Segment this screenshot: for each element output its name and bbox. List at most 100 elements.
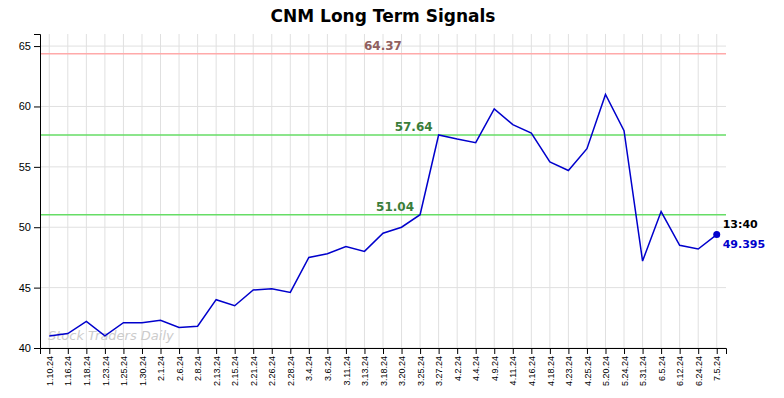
- x-tick-label: 3.27.24: [434, 356, 444, 386]
- x-tick-label: 2.1.24: [156, 356, 166, 381]
- x-tick-label: 2.6.24: [175, 356, 185, 381]
- x-tick-label: 3.25.24: [416, 356, 426, 386]
- reference-line: [40, 214, 726, 216]
- x-tick-mark: [420, 348, 421, 354]
- x-tick: 2.26.24: [267, 348, 277, 386]
- grid-line: [716, 34, 717, 348]
- x-tick-label: 1.30.24: [138, 356, 148, 386]
- x-tick-mark: [327, 348, 328, 354]
- x-tick-mark: [587, 348, 588, 354]
- grid-line: [141, 34, 142, 348]
- x-tick-mark: [290, 348, 291, 354]
- x-tick: 7.5.24: [712, 348, 722, 381]
- x-tick-mark: [643, 348, 644, 354]
- y-tick: 40: [19, 342, 40, 354]
- reference-label: 64.37: [364, 39, 402, 53]
- grid-line: [234, 34, 235, 348]
- x-tick-mark: [476, 348, 477, 354]
- x-tick-mark: [161, 348, 162, 354]
- grid-line: [383, 34, 384, 348]
- grid-line: [308, 34, 309, 348]
- x-tick-label: 7.5.24: [712, 356, 722, 381]
- grid-line: [512, 34, 513, 348]
- x-tick-label: 4.9.24: [490, 356, 500, 381]
- x-tick: 3.13.24: [360, 348, 370, 386]
- grid-line: [253, 34, 254, 348]
- x-tick: 1.16.24: [63, 348, 73, 386]
- x-tick: 4.2.24: [453, 348, 463, 381]
- x-tick: 4.16.24: [527, 348, 537, 386]
- x-tick-label: 4.23.24: [564, 356, 574, 386]
- y-tick-mark: [34, 288, 40, 289]
- price-line: [49, 94, 716, 336]
- x-tick-label: 4.11.24: [508, 356, 518, 385]
- x-tick-label: 6.24.24: [694, 356, 704, 386]
- x-tick-label: 4.25.24: [583, 356, 593, 386]
- x-tick-label: 2.13.24: [212, 356, 222, 386]
- y-tick: 60: [19, 100, 40, 112]
- x-tick: 6.12.24: [675, 348, 685, 386]
- x-tick-mark: [402, 348, 403, 354]
- y-tick-mark: [34, 46, 40, 47]
- x-tick: 5.31.24: [638, 348, 648, 386]
- x-tick: 2.6.24: [175, 348, 185, 381]
- grid-line: [364, 34, 365, 348]
- reference-label: 51.04: [376, 200, 414, 214]
- x-tick-mark: [624, 348, 625, 354]
- grid-line: [642, 34, 643, 348]
- grid-line: [549, 34, 550, 348]
- x-tick-mark: [142, 348, 143, 354]
- grid-line: [160, 34, 161, 348]
- grid-line: [605, 34, 606, 348]
- x-tick: 6.5.24: [657, 348, 667, 381]
- grid-line: [494, 34, 495, 348]
- grid-line: [661, 34, 662, 348]
- x-tick-label: 5.20.24: [601, 356, 611, 386]
- x-tick-mark: [661, 348, 662, 354]
- x-tick-label: 5.24.24: [620, 356, 630, 386]
- x-tick: 5.20.24: [601, 348, 611, 386]
- x-tick: 2.13.24: [212, 348, 222, 386]
- x-tick: 4.4.24: [471, 348, 481, 381]
- x-tick: 3.11.24: [342, 348, 352, 385]
- x-tick-mark: [123, 348, 124, 354]
- y-tick-label: 65: [19, 40, 31, 52]
- grid-line: [104, 34, 105, 348]
- grid-line: [698, 34, 699, 348]
- x-tick-mark: [550, 348, 551, 354]
- x-tick: 5.24.24: [620, 348, 630, 386]
- x-axis-line: [41, 349, 727, 355]
- x-tick-label: 1.18.24: [82, 356, 92, 386]
- x-tick-label: 2.8.24: [193, 356, 203, 381]
- x-tick: 3.27.24: [434, 348, 444, 386]
- grid: [40, 34, 726, 348]
- x-tick: 3.18.24: [379, 348, 389, 386]
- x-tick: 2.15.24: [230, 348, 240, 386]
- y-tick: 65: [19, 40, 40, 52]
- x-tick-label: 1.23.24: [101, 356, 111, 386]
- grid-line: [531, 34, 532, 348]
- x-tick-mark: [457, 348, 458, 354]
- grid-line: [271, 34, 272, 348]
- x-tick-label: 4.2.24: [453, 356, 463, 381]
- x-tick: 1.25.24: [119, 348, 129, 386]
- grid-line: [679, 34, 680, 348]
- x-tick-mark: [605, 348, 606, 354]
- x-tick: 3.6.24: [323, 348, 333, 381]
- x-tick: 4.18.24: [546, 348, 556, 386]
- x-tick: 3.4.24: [304, 348, 314, 381]
- x-tick-mark: [494, 348, 495, 354]
- x-tick: 2.21.24: [249, 348, 259, 386]
- x-tick-mark: [216, 348, 217, 354]
- x-tick-mark: [364, 348, 365, 354]
- reference-line: [40, 53, 726, 55]
- x-tick: 2.1.24: [156, 348, 166, 381]
- x-tick-mark: [105, 348, 106, 354]
- x-tick-mark: [179, 348, 180, 354]
- x-tick-mark: [439, 348, 440, 354]
- x-tick-mark: [198, 348, 199, 354]
- x-tick: 2.28.24: [286, 348, 296, 386]
- y-tick-label: 45: [19, 282, 31, 294]
- grid-line: [586, 34, 587, 348]
- x-tick-mark: [68, 348, 69, 354]
